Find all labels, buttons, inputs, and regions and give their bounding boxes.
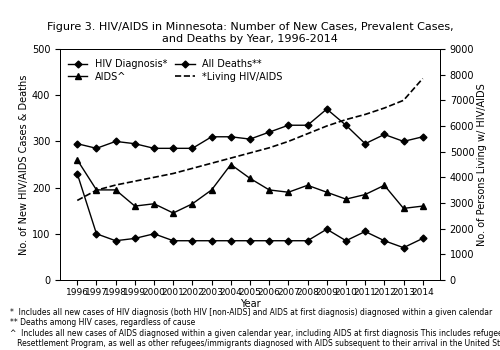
AIDS^ [304,183,310,187]
AIDS^ [170,211,176,215]
All Deaths** [247,239,253,243]
AIDS^ [382,183,388,187]
*Living HIV/AIDS [324,124,330,128]
AIDS^ [362,193,368,197]
Title: Figure 3. HIV/AIDS in Minnesota: Number of New Cases, Prevalent Cases,
and Death: Figure 3. HIV/AIDS in Minnesota: Number … [46,22,454,44]
*Living HIV/AIDS [228,156,234,160]
Y-axis label: No. of Persons Living w/ HIV/AIDS: No. of Persons Living w/ HIV/AIDS [477,83,487,246]
AIDS^ [151,202,157,206]
AIDS^ [343,197,349,201]
All Deaths** [266,239,272,243]
AIDS^ [420,204,426,208]
AIDS^ [190,202,196,206]
HIV Diagnosis* [247,137,253,141]
*Living HIV/AIDS [362,112,368,117]
*Living HIV/AIDS [266,146,272,150]
HIV Diagnosis* [382,132,388,137]
HIV Diagnosis* [324,107,330,111]
All Deaths** [190,239,196,243]
AIDS^ [286,190,292,194]
All Deaths** [304,239,310,243]
All Deaths** [170,239,176,243]
HIV Diagnosis* [304,123,310,127]
Text: *  Includes all new cases of HIV diagnosis (both HIV [non-AIDS] and AIDS at firs: * Includes all new cases of HIV diagnosi… [10,308,500,348]
HIV Diagnosis* [228,135,234,139]
Line: *Living HIV/AIDS: *Living HIV/AIDS [78,78,422,201]
AIDS^ [266,188,272,192]
HIV Diagnosis* [151,146,157,150]
*Living HIV/AIDS [382,106,388,110]
AIDS^ [208,188,214,192]
*Living HIV/AIDS [132,179,138,183]
*Living HIV/AIDS [170,172,176,176]
AIDS^ [94,188,100,192]
HIV Diagnosis* [362,142,368,146]
*Living HIV/AIDS [94,188,100,192]
*Living HIV/AIDS [420,76,426,80]
HIV Diagnosis* [286,123,292,127]
X-axis label: Year: Year [240,299,260,309]
Line: All Deaths**: All Deaths** [75,171,425,250]
All Deaths** [228,239,234,243]
HIV Diagnosis* [170,146,176,150]
All Deaths** [74,172,80,176]
All Deaths** [382,239,388,243]
AIDS^ [74,158,80,162]
*Living HIV/AIDS [208,161,214,165]
*Living HIV/AIDS [400,98,406,103]
HIV Diagnosis* [208,135,214,139]
All Deaths** [343,239,349,243]
All Deaths** [286,239,292,243]
*Living HIV/AIDS [151,175,157,180]
*Living HIV/AIDS [304,132,310,136]
HIV Diagnosis* [190,146,196,150]
All Deaths** [400,246,406,250]
HIV Diagnosis* [94,146,100,150]
*Living HIV/AIDS [74,198,80,203]
AIDS^ [400,206,406,210]
AIDS^ [247,176,253,181]
AIDS^ [228,162,234,167]
HIV Diagnosis* [74,142,80,146]
AIDS^ [112,188,118,192]
HIV Diagnosis* [420,135,426,139]
HIV Diagnosis* [112,139,118,144]
AIDS^ [324,190,330,194]
Legend: HIV Diagnosis*, AIDS^, All Deaths**, *Living HIV/AIDS: HIV Diagnosis*, AIDS^, All Deaths**, *Li… [65,56,286,85]
All Deaths** [94,232,100,236]
*Living HIV/AIDS [343,118,349,122]
*Living HIV/AIDS [247,151,253,155]
Line: HIV Diagnosis*: HIV Diagnosis* [75,107,425,151]
All Deaths** [362,229,368,233]
All Deaths** [151,232,157,236]
HIV Diagnosis* [132,142,138,146]
All Deaths** [132,236,138,240]
All Deaths** [208,239,214,243]
AIDS^ [132,204,138,208]
All Deaths** [112,239,118,243]
HIV Diagnosis* [343,123,349,127]
Line: AIDS^: AIDS^ [74,157,426,216]
*Living HIV/AIDS [286,139,292,144]
*Living HIV/AIDS [112,183,118,187]
All Deaths** [420,236,426,240]
HIV Diagnosis* [400,139,406,144]
HIV Diagnosis* [266,130,272,134]
All Deaths** [324,227,330,231]
*Living HIV/AIDS [190,166,196,170]
Y-axis label: No. of New HIV/AIDS Cases & Deaths: No. of New HIV/AIDS Cases & Deaths [19,74,29,255]
